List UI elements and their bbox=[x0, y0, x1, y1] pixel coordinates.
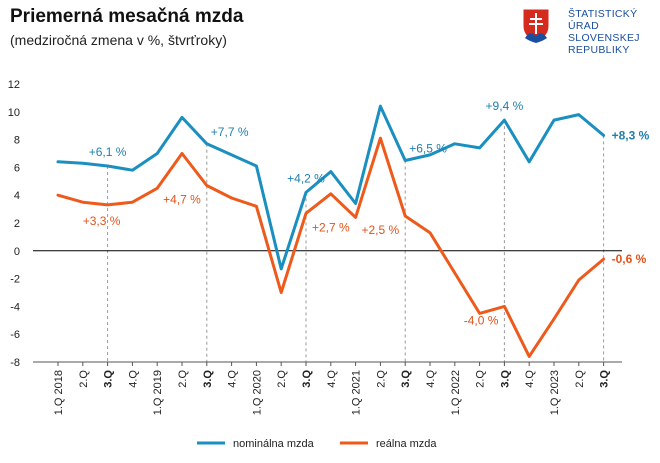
x-tick-label: 2.Q bbox=[276, 370, 288, 388]
logo-line: ŠTATISTICKÝ bbox=[568, 8, 638, 20]
data-label-nominal: +6,1 % bbox=[89, 145, 127, 159]
x-tick-label: 1.Q 2020 bbox=[251, 370, 263, 415]
x-tick-label: 3.Q bbox=[301, 370, 313, 388]
x-tick-label: 1.Q 2022 bbox=[450, 370, 462, 415]
data-label-real: -0,6 % bbox=[612, 252, 647, 266]
y-tick-label: -8 bbox=[10, 357, 20, 369]
data-label-nominal: +8,3 % bbox=[612, 128, 650, 142]
logo-text: ŠTATISTICKÝ ÚRAD SLOVENSKEJ REPUBLIKY bbox=[568, 8, 640, 56]
x-tick-label: 4.Q bbox=[326, 370, 338, 388]
data-label-real: +4,7 % bbox=[163, 192, 201, 206]
x-tick-label: 1.Q 2018 bbox=[53, 370, 65, 415]
chart-subtitle: (medziročná zmena v %, štvrťroky) bbox=[10, 32, 227, 48]
chart-title: Priemerná mesačná mzda bbox=[10, 6, 244, 27]
x-tick-label: 4.Q bbox=[425, 370, 437, 388]
logo-line: ÚRAD bbox=[568, 20, 599, 32]
x-tick-label: 2.Q bbox=[475, 370, 487, 388]
x-tick-label: 2.Q bbox=[375, 370, 387, 388]
series-line-real bbox=[56, 136, 606, 358]
logo-line: REPUBLIKY bbox=[568, 44, 630, 56]
data-label-nominal: +4,2 % bbox=[287, 171, 325, 185]
y-tick-label: -4 bbox=[10, 301, 20, 313]
data-label-real: +3,3 % bbox=[83, 214, 121, 228]
x-tick-label: 1.Q 2021 bbox=[351, 370, 363, 415]
y-tick-label: -6 bbox=[10, 329, 20, 341]
data-label-real: +2,7 % bbox=[312, 220, 350, 234]
data-label-nominal: +9,4 % bbox=[486, 99, 524, 113]
x-tick-label: 3.Q bbox=[499, 370, 511, 388]
x-tick-label: 2.Q bbox=[78, 370, 90, 388]
data-label-nominal: +6,5 % bbox=[409, 141, 447, 155]
y-tick-label: 8 bbox=[14, 135, 20, 147]
x-tick-label: 1.Q 2023 bbox=[549, 370, 561, 415]
y-tick-label: 6 bbox=[14, 162, 20, 174]
x-tick-label: 4.Q bbox=[127, 370, 139, 388]
y-tick-label: 0 bbox=[14, 246, 20, 258]
y-tick-label: 10 bbox=[8, 107, 20, 119]
x-tick-label: 1.Q 2019 bbox=[152, 370, 164, 415]
x-tick-label: 2.Q bbox=[574, 370, 586, 388]
data-label-real: -4,0 % bbox=[464, 313, 499, 327]
y-tick-label: 2 bbox=[14, 218, 20, 230]
series-line-nominal bbox=[56, 104, 606, 271]
data-label-real: +2,5 % bbox=[361, 223, 399, 237]
slovak-coat-of-arms-icon bbox=[522, 8, 550, 44]
data-label-nominal: +7,7 % bbox=[211, 125, 249, 139]
legend-label-real: reálna mzda bbox=[376, 438, 437, 450]
x-tick-label: 3.Q bbox=[202, 370, 214, 388]
x-tick-label: 3.Q bbox=[103, 370, 115, 388]
y-tick-label: -2 bbox=[10, 274, 20, 286]
y-tick-label: 12 bbox=[8, 79, 20, 91]
x-tick-label: 2.Q bbox=[177, 370, 189, 388]
x-tick-label: 4.Q bbox=[227, 370, 239, 388]
logo-line: SLOVENSKEJ bbox=[568, 32, 640, 44]
legend-label-nominal: nominálna mzda bbox=[233, 438, 315, 450]
x-tick-label: 3.Q bbox=[599, 370, 611, 388]
x-tick-label: 4.Q bbox=[524, 370, 536, 388]
x-tick-label: 3.Q bbox=[400, 370, 412, 388]
y-tick-label: 4 bbox=[14, 190, 20, 202]
